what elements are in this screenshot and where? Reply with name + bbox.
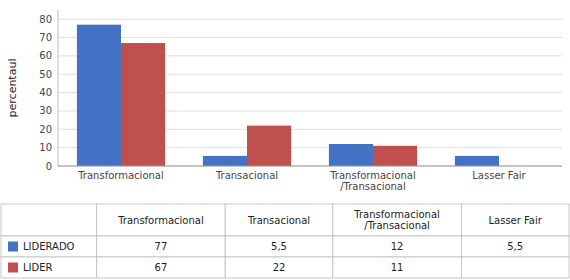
y-tick-label: 20 — [39, 124, 52, 135]
x-tick-label: Transformacional/Transacional — [329, 170, 416, 192]
bar — [203, 156, 247, 166]
table-value: 11 — [391, 262, 404, 273]
table-cell — [225, 257, 333, 278]
y-axis-label: percentaul — [6, 59, 19, 118]
grid-line — [58, 166, 562, 167]
table-cell — [97, 257, 226, 278]
table-cell — [225, 204, 333, 236]
legend-label: LIDER — [23, 262, 53, 273]
bar — [455, 156, 499, 166]
bars — [77, 25, 499, 166]
table-cell — [461, 257, 569, 278]
y-axis-line — [58, 10, 59, 166]
table-header: Transformacional — [117, 215, 204, 226]
table-cell — [333, 257, 462, 278]
chart-container: 0 10 20 30 40 50 60 70 80 percentaul Transformacio… — [0, 0, 570, 280]
table-header: Transacional — [247, 215, 310, 226]
table-cell — [225, 236, 333, 257]
y-tick-label: 80 — [39, 14, 52, 25]
table-cell — [1, 236, 97, 257]
table-value: 5,5 — [507, 241, 523, 252]
x-axis: Transformacional Transacional Transformaci… — [77, 170, 526, 192]
bar — [247, 126, 291, 166]
x-tick-label: Lasser Fair — [472, 170, 526, 181]
y-tick-label: 30 — [39, 105, 52, 116]
y-tick-label: 0 — [46, 161, 52, 172]
x-axis-line — [58, 166, 562, 167]
legend-swatch — [8, 263, 18, 273]
bar — [329, 144, 373, 166]
x-tick-label: Transacional — [215, 170, 278, 181]
grid-line — [58, 37, 562, 38]
table-value: 5,5 — [271, 241, 287, 252]
bar — [121, 43, 165, 166]
table-cell — [1, 204, 97, 236]
chart: 0 10 20 30 40 50 60 70 80 percentaul Transformacio… — [0, 0, 570, 280]
legend-label: LIDERADO — [23, 241, 75, 252]
table-cell — [97, 236, 226, 257]
grid-line — [58, 19, 562, 20]
legend-swatch — [8, 242, 18, 252]
table-cell — [333, 236, 462, 257]
table-cell — [461, 236, 569, 257]
y-tick-label: 70 — [39, 32, 52, 43]
table-cell — [97, 204, 226, 236]
table-value: 22 — [273, 262, 286, 273]
y-tick-label: 50 — [39, 69, 52, 80]
table-value: 77 — [155, 241, 168, 252]
table-cell — [461, 204, 569, 236]
table-value: 67 — [155, 262, 168, 273]
x-tick-label: Transformacional — [77, 170, 164, 181]
y-axis: 0 10 20 30 40 50 60 70 80 — [39, 10, 562, 172]
data-table: Transformacional Transacional Transformaci… — [1, 204, 569, 278]
y-tick-label: 40 — [39, 87, 52, 98]
table-cell — [333, 204, 462, 236]
table-value: 12 — [391, 241, 404, 252]
bar — [77, 25, 121, 166]
table-cell — [1, 257, 97, 278]
table-header: Lasser Fair — [488, 215, 542, 226]
y-tick-label: 60 — [39, 50, 52, 61]
y-tick-label: 10 — [39, 142, 52, 153]
bar — [373, 146, 417, 166]
table-header: Transformacional/Transacional — [353, 209, 440, 231]
